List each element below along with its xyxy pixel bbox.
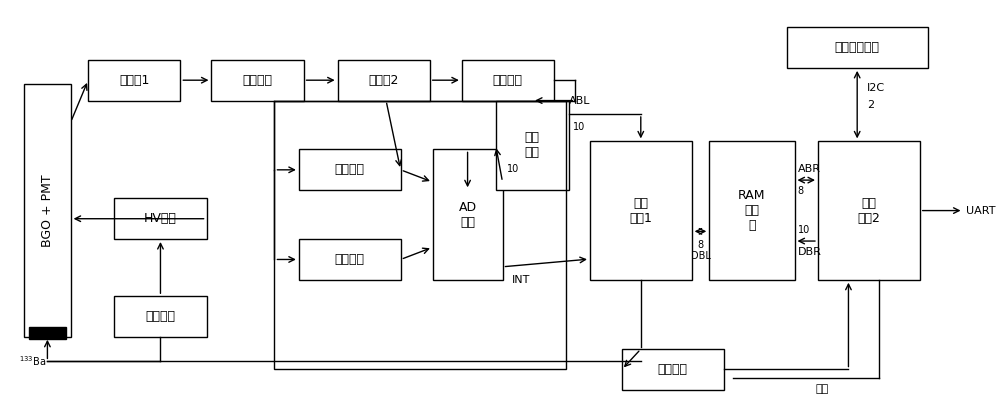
FancyBboxPatch shape	[787, 27, 928, 68]
Text: DBR: DBR	[798, 247, 821, 257]
FancyBboxPatch shape	[462, 60, 554, 100]
Text: AD
转换: AD 转换	[459, 201, 477, 229]
FancyBboxPatch shape	[338, 60, 430, 100]
Text: 阈值比较: 阈值比较	[335, 253, 365, 266]
FancyBboxPatch shape	[818, 141, 920, 280]
FancyBboxPatch shape	[114, 198, 207, 239]
Text: BGO + PMT: BGO + PMT	[41, 174, 54, 247]
Text: 2: 2	[867, 100, 874, 109]
Text: UART: UART	[966, 206, 996, 216]
Text: 同步: 同步	[815, 384, 828, 394]
FancyBboxPatch shape	[114, 296, 207, 337]
FancyBboxPatch shape	[299, 239, 401, 280]
Text: 采保电路: 采保电路	[335, 163, 365, 176]
Text: 微处
理器1: 微处 理器1	[629, 197, 652, 225]
FancyBboxPatch shape	[24, 84, 71, 337]
Text: HV模块: HV模块	[144, 212, 177, 225]
Text: 放大器1: 放大器1	[119, 74, 149, 87]
FancyBboxPatch shape	[433, 150, 503, 280]
FancyBboxPatch shape	[88, 60, 180, 100]
Text: 10: 10	[573, 122, 585, 132]
FancyBboxPatch shape	[622, 349, 724, 390]
Text: 极零相消: 极零相消	[242, 74, 272, 87]
Text: 8: 8	[798, 186, 804, 196]
Text: 自稳电路: 自稳电路	[145, 310, 175, 323]
Text: I2C: I2C	[867, 83, 885, 93]
Text: 10: 10	[798, 225, 810, 235]
FancyBboxPatch shape	[709, 141, 795, 280]
Text: 地址
锁存: 地址 锁存	[525, 131, 540, 159]
Text: ABR: ABR	[798, 164, 821, 174]
Text: RAM
双端
口: RAM 双端 口	[738, 189, 766, 232]
FancyBboxPatch shape	[299, 150, 401, 190]
FancyBboxPatch shape	[590, 141, 692, 280]
Text: 8
DBL: 8 DBL	[691, 240, 710, 261]
Text: 基线恢复: 基线恢复	[493, 74, 523, 87]
Text: 放大器2: 放大器2	[368, 74, 399, 87]
Text: 时基电路: 时基电路	[658, 363, 688, 376]
Text: 微处
理器2: 微处 理器2	[857, 197, 880, 225]
Bar	[29, 327, 66, 339]
Text: 温度探测单元: 温度探测单元	[835, 41, 880, 54]
Text: INT: INT	[512, 275, 531, 285]
Text: ABL: ABL	[568, 96, 590, 106]
FancyBboxPatch shape	[211, 60, 304, 100]
FancyBboxPatch shape	[496, 100, 569, 190]
Text: $^{133}$Ba: $^{133}$Ba	[19, 354, 47, 368]
Text: 10: 10	[507, 164, 520, 174]
